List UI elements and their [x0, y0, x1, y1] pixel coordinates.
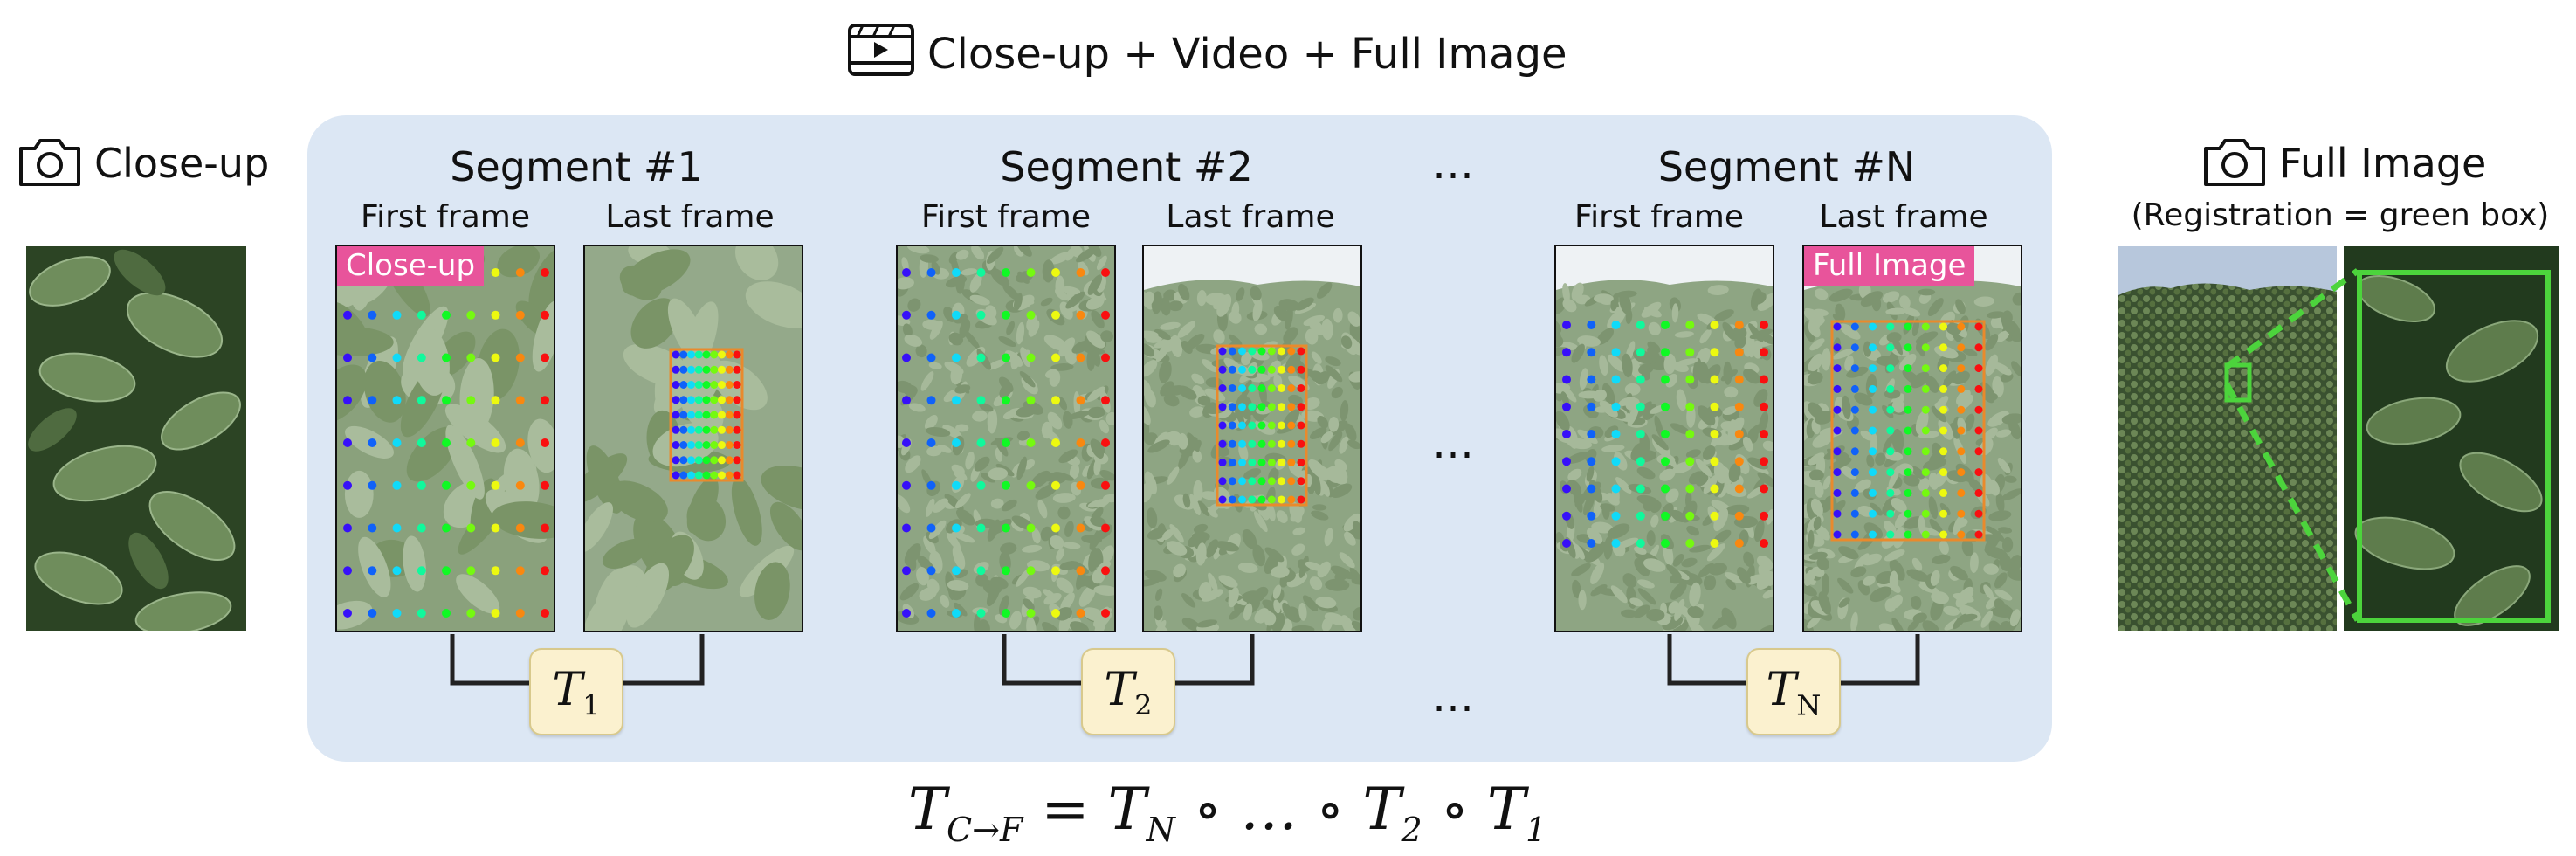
- camera-icon: [2204, 139, 2265, 186]
- seg2-last-frame: [1142, 245, 1362, 632]
- ellipsis-top: …: [1432, 140, 1477, 189]
- composition-formula: TC→F = TN ∘ … ∘ T2 ∘ T1: [908, 776, 1547, 850]
- seg1-last-frame: [583, 245, 803, 632]
- closeup-label: Close-up: [94, 140, 270, 187]
- transform-tn: TN: [1746, 648, 1841, 735]
- full-image-label: Full Image: [2279, 140, 2487, 187]
- segn-first-frame: [1554, 245, 1774, 632]
- closeup-image: [26, 246, 246, 631]
- segment-2-title: Segment #2: [1000, 143, 1253, 190]
- seg1-first-label: First frame: [361, 199, 530, 235]
- registration-connector: [2223, 268, 2361, 622]
- seg2-first-frame: [896, 245, 1116, 632]
- closeup-badge: Close-up: [337, 246, 485, 286]
- transform-t1: T1: [529, 648, 623, 735]
- seg1-last-label: Last frame: [605, 199, 775, 235]
- registration-label: (Registration = green box): [2131, 197, 2550, 233]
- seg2-last-label: Last frame: [1166, 199, 1335, 235]
- segn-last-label: Last frame: [1819, 199, 1988, 235]
- film-icon: [848, 24, 914, 76]
- segment-n-title: Segment #N: [1657, 143, 1916, 190]
- seg2-first-label: First frame: [921, 199, 1091, 235]
- segment-1-title: Segment #1: [450, 143, 703, 190]
- registered-closeup: [2344, 246, 2559, 631]
- full-image-badge: Full Image: [1804, 246, 1975, 286]
- transform-t2: T2: [1081, 648, 1175, 735]
- ellipsis-middle: …: [1432, 419, 1477, 468]
- figure-title: Close-up + Video + Full Image: [927, 30, 1567, 79]
- camera-icon: [19, 139, 80, 186]
- ellipsis-bottom: …: [1432, 673, 1477, 721]
- segn-first-label: First frame: [1574, 199, 1744, 235]
